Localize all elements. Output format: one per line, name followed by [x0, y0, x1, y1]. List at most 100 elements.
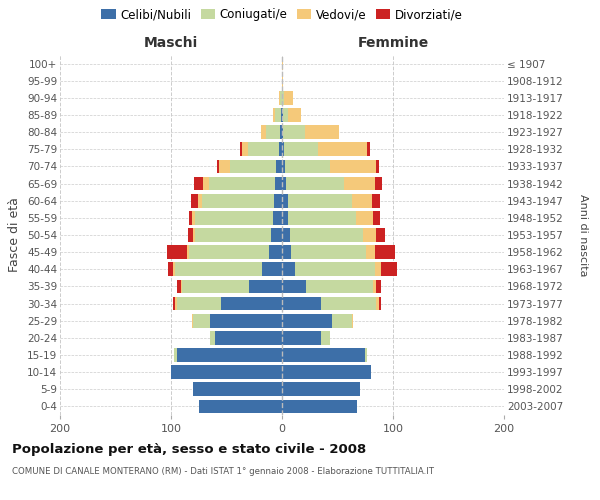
Bar	[266, 126, 280, 139]
Bar	[284, 91, 293, 104]
Bar	[269, 246, 282, 259]
Y-axis label: Fasce di età: Fasce di età	[8, 198, 22, 272]
Bar	[175, 348, 176, 362]
Bar	[282, 160, 286, 173]
Bar	[376, 160, 379, 173]
Bar	[282, 280, 307, 293]
Bar	[240, 142, 242, 156]
Bar	[221, 296, 282, 310]
Bar	[173, 262, 175, 276]
Bar	[282, 400, 358, 413]
Bar	[356, 211, 373, 224]
Bar	[175, 296, 176, 310]
Bar	[287, 108, 301, 122]
Bar	[379, 296, 381, 310]
Bar	[290, 228, 363, 242]
Bar	[367, 142, 370, 156]
Bar	[215, 331, 282, 344]
Bar	[248, 142, 278, 156]
Bar	[171, 366, 282, 379]
Bar	[176, 296, 221, 310]
Bar	[286, 176, 344, 190]
Bar	[282, 228, 290, 242]
Bar	[196, 228, 271, 242]
Bar	[283, 108, 287, 122]
Bar	[282, 366, 371, 379]
Bar	[242, 142, 248, 156]
Bar	[376, 228, 385, 242]
Bar	[210, 331, 215, 344]
Bar	[307, 280, 373, 293]
Text: Maschi: Maschi	[144, 36, 198, 50]
Bar	[282, 382, 360, 396]
Bar	[181, 280, 182, 293]
Bar	[197, 194, 202, 207]
Bar	[194, 176, 203, 190]
Bar	[365, 348, 367, 362]
Bar	[261, 126, 266, 139]
Bar	[193, 314, 210, 328]
Bar	[280, 126, 282, 139]
Bar	[203, 176, 209, 190]
Bar	[274, 194, 282, 207]
Bar	[282, 194, 287, 207]
Bar	[275, 108, 281, 122]
Bar	[282, 108, 283, 122]
Text: COMUNE DI CANALE MONTERANO (RM) - Dati ISTAT 1° gennaio 2008 - Elaborazione TUTT: COMUNE DI CANALE MONTERANO (RM) - Dati I…	[12, 468, 434, 476]
Bar	[381, 262, 397, 276]
Bar	[202, 194, 274, 207]
Bar	[367, 246, 375, 259]
Bar	[210, 314, 282, 328]
Bar	[295, 262, 375, 276]
Bar	[317, 142, 367, 156]
Bar	[287, 211, 356, 224]
Bar	[282, 91, 284, 104]
Bar	[352, 194, 372, 207]
Bar	[305, 126, 338, 139]
Bar	[352, 314, 353, 328]
Bar	[196, 211, 273, 224]
Bar	[189, 246, 269, 259]
Bar	[230, 160, 277, 173]
Bar	[321, 296, 376, 310]
Bar	[282, 56, 283, 70]
Bar	[287, 194, 352, 207]
Bar	[372, 194, 380, 207]
Bar	[373, 280, 376, 293]
Bar	[176, 280, 181, 293]
Bar	[182, 280, 249, 293]
Bar	[375, 246, 395, 259]
Bar	[282, 142, 284, 156]
Bar	[284, 142, 317, 156]
Bar	[275, 176, 282, 190]
Bar	[291, 246, 367, 259]
Bar	[278, 142, 282, 156]
Bar	[332, 314, 352, 328]
Bar	[192, 314, 193, 328]
Bar	[375, 262, 381, 276]
Bar	[373, 211, 380, 224]
Bar	[191, 194, 197, 207]
Bar	[173, 296, 175, 310]
Bar	[249, 280, 282, 293]
Bar	[282, 331, 321, 344]
Bar	[176, 348, 282, 362]
Bar	[277, 160, 282, 173]
Bar	[282, 74, 283, 88]
Bar	[175, 262, 262, 276]
Text: Femmine: Femmine	[358, 36, 428, 50]
Bar	[193, 228, 196, 242]
Bar	[167, 262, 173, 276]
Bar	[192, 211, 196, 224]
Bar	[282, 211, 287, 224]
Bar	[282, 176, 286, 190]
Bar	[282, 246, 291, 259]
Bar	[286, 160, 330, 173]
Bar	[189, 211, 192, 224]
Bar	[217, 160, 219, 173]
Bar	[376, 280, 381, 293]
Bar	[187, 246, 189, 259]
Bar	[363, 228, 376, 242]
Bar	[273, 211, 282, 224]
Bar	[282, 314, 332, 328]
